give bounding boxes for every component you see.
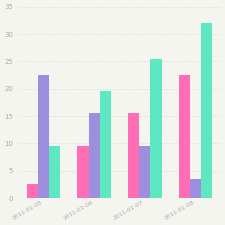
- Bar: [100, 92, 111, 198]
- Bar: [38, 75, 49, 198]
- Bar: [88, 113, 100, 198]
- Bar: [77, 146, 88, 198]
- Bar: [139, 146, 150, 198]
- Bar: [179, 75, 190, 198]
- Bar: [201, 23, 212, 198]
- Bar: [27, 184, 38, 198]
- Bar: [128, 113, 139, 198]
- Bar: [190, 179, 201, 198]
- Bar: [150, 59, 162, 198]
- Bar: [49, 146, 60, 198]
